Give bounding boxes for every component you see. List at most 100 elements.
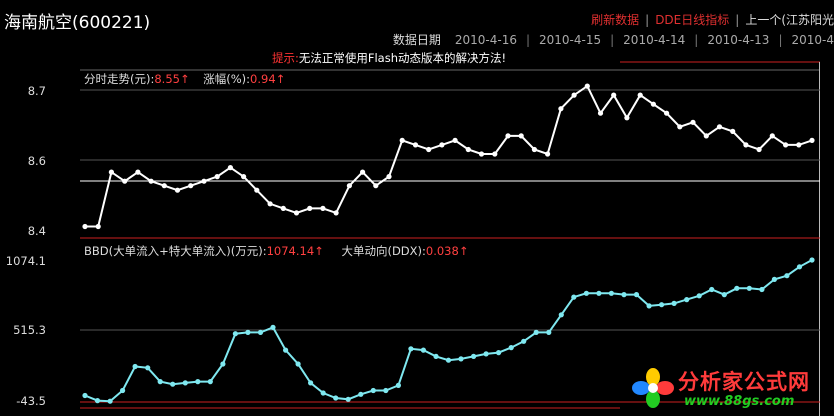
up-arrow-icon: ↑ bbox=[179, 72, 190, 86]
price-point bbox=[703, 133, 709, 139]
notice-text[interactable]: 无法正常使用Flash动态版本的解决方法! bbox=[298, 51, 507, 65]
price-point bbox=[412, 142, 419, 148]
bbd-point bbox=[245, 329, 251, 335]
date-link[interactable]: 2010-4-14 bbox=[623, 33, 686, 47]
bbd-point bbox=[420, 347, 426, 353]
ddx-legend-label: 大单动向(DDX): bbox=[341, 244, 426, 258]
up-arrow-icon: ↑ bbox=[275, 72, 286, 86]
flower-logo-icon bbox=[632, 368, 674, 408]
bbd-point bbox=[295, 361, 301, 367]
bbd-y-tick: 1074.1 bbox=[5, 254, 46, 268]
price-point bbox=[293, 210, 300, 216]
date-bar: 数据日期 2010-4-16 | 2010-4-15 | 2010-4-14 | 2010-4… bbox=[393, 31, 834, 48]
bbd-point bbox=[333, 395, 339, 401]
price-point bbox=[188, 183, 194, 189]
price-point bbox=[174, 187, 181, 193]
bbd-point bbox=[483, 351, 489, 357]
bbd-point bbox=[207, 379, 213, 385]
date-link[interactable]: 2010-4-15 bbox=[539, 33, 602, 47]
price-point bbox=[373, 183, 379, 189]
price-series-points bbox=[82, 83, 815, 230]
price-point bbox=[478, 151, 485, 157]
bbd-point bbox=[684, 297, 690, 303]
bbd-y-tick: -43.5 bbox=[16, 394, 46, 408]
bbd-point bbox=[633, 292, 640, 298]
bbd-y-tick: 515.3 bbox=[13, 323, 46, 337]
price-point bbox=[677, 124, 683, 130]
dde-daily-indicator-link[interactable]: DDE日线指标 bbox=[655, 13, 730, 27]
price-point bbox=[571, 92, 577, 98]
price-point bbox=[320, 205, 326, 211]
bbd-point bbox=[270, 324, 276, 330]
bbd-point bbox=[596, 290, 602, 296]
bbd-point bbox=[182, 380, 188, 386]
nav-separator: | bbox=[735, 13, 740, 27]
refresh-data-link[interactable]: 刷新数据 bbox=[591, 13, 640, 27]
price-point bbox=[558, 106, 564, 112]
bbd-point bbox=[370, 387, 376, 394]
bbd-series-points bbox=[82, 257, 815, 404]
bbd-point bbox=[709, 286, 715, 293]
price-point bbox=[796, 142, 802, 148]
price-y-tick: 8.4 bbox=[27, 224, 46, 238]
price-point bbox=[346, 183, 352, 189]
price-point bbox=[664, 110, 670, 116]
price-point bbox=[399, 137, 405, 143]
bbd-point bbox=[621, 292, 627, 298]
bbd-point bbox=[145, 365, 151, 371]
price-point bbox=[730, 128, 736, 134]
bbd-point bbox=[320, 390, 326, 396]
notice-prefix: 提示: bbox=[272, 51, 299, 65]
price-point bbox=[465, 146, 471, 153]
price-point bbox=[518, 133, 524, 139]
price-point bbox=[690, 119, 696, 125]
bbd-point bbox=[796, 264, 803, 270]
bbd-point bbox=[721, 292, 727, 298]
price-point bbox=[148, 178, 154, 184]
price-point bbox=[95, 223, 101, 230]
up-arrow-icon: ↑ bbox=[458, 244, 469, 258]
bbd-point bbox=[671, 300, 677, 306]
bbd-point bbox=[784, 273, 790, 279]
date-link[interactable]: 2010-4 bbox=[791, 33, 834, 47]
bbd-point bbox=[120, 387, 126, 394]
bbd-point bbox=[771, 276, 778, 282]
page-title: 海南航空(600221) bbox=[4, 13, 151, 33]
top-nav: 刷新数据 | DDE日线指标 | 上一个(江苏阳光 bbox=[591, 11, 834, 28]
bbd-legend-label: BBD(大单流入+特大单流入)(万元): bbox=[84, 244, 267, 258]
price-point bbox=[82, 223, 88, 230]
bbd-point bbox=[132, 363, 138, 370]
change-legend-value: 0.94 bbox=[250, 72, 276, 86]
bbd-point bbox=[659, 302, 665, 308]
price-point bbox=[505, 133, 511, 139]
date-separator: | bbox=[694, 33, 699, 47]
price-point bbox=[716, 124, 723, 130]
price-point bbox=[280, 205, 286, 211]
watermark: 分析家公式网 www.88gs.com bbox=[632, 364, 828, 412]
price-point bbox=[492, 151, 498, 157]
price-point bbox=[254, 187, 260, 193]
change-legend-label: 涨幅(%): bbox=[203, 72, 251, 86]
flash-notice[interactable]: 提示:无法正常使用Flash动态版本的解决方法! bbox=[272, 50, 506, 66]
bbd-point bbox=[471, 353, 477, 359]
price-legend: 分时走势(元):8.55↑ 涨幅(%):0.94↑ bbox=[84, 71, 285, 87]
date-link[interactable]: 2010-4-13 bbox=[707, 33, 770, 47]
price-point bbox=[267, 201, 273, 207]
date-link[interactable]: 2010-4-16 bbox=[454, 33, 517, 47]
bbd-point bbox=[734, 285, 740, 291]
price-point bbox=[241, 174, 247, 180]
price-point bbox=[584, 83, 590, 89]
nav-separator: | bbox=[645, 13, 650, 27]
price-point bbox=[624, 115, 630, 121]
previous-stock-link[interactable]: 上一个(江苏阳光 bbox=[745, 13, 834, 27]
bbd-point bbox=[283, 347, 289, 353]
price-point bbox=[637, 92, 643, 98]
price-y-tick: 8.7 bbox=[27, 84, 46, 98]
bbd-point bbox=[759, 286, 765, 293]
price-point bbox=[545, 151, 551, 157]
price-point bbox=[135, 169, 141, 175]
price-point bbox=[307, 205, 313, 211]
bbd-point bbox=[195, 379, 201, 385]
bbd-point bbox=[533, 329, 539, 335]
price-point bbox=[809, 137, 815, 143]
